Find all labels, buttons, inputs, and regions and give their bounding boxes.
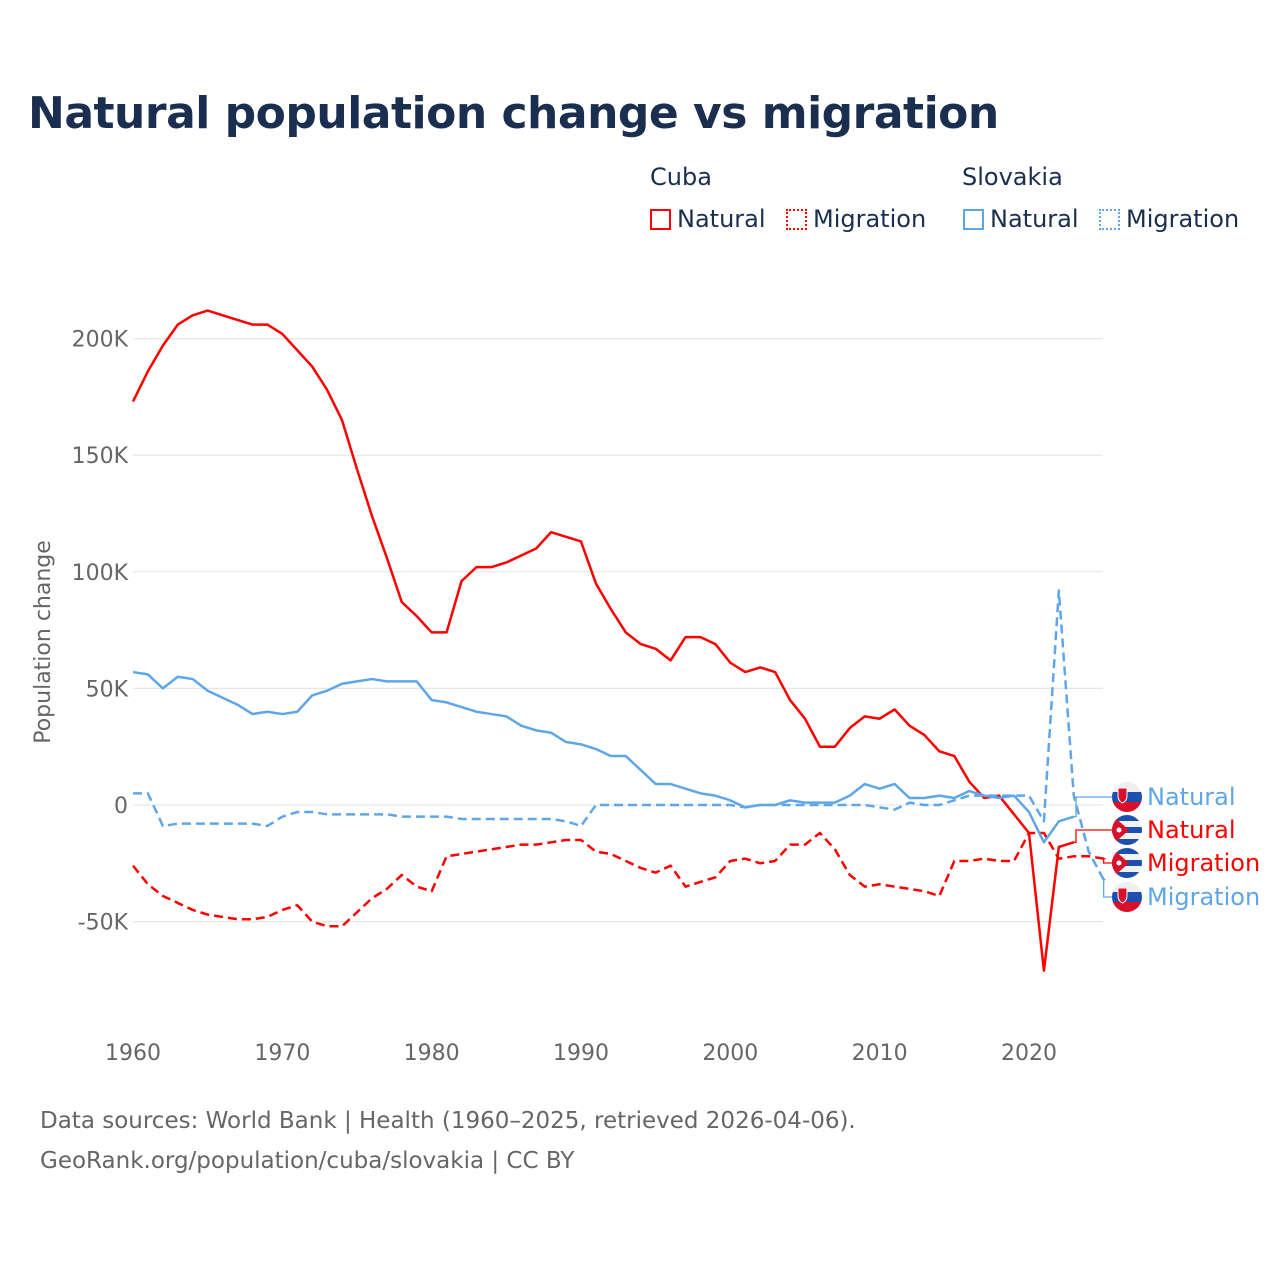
y-tick-label: -50K: [78, 911, 129, 936]
flag-stripe: [1112, 902, 1142, 912]
y-axis-label: Population change: [31, 540, 56, 744]
legend-group-slovakia: Slovakia: [962, 163, 1063, 191]
flag-stripe: [1112, 833, 1142, 839]
x-tick-label: 1970: [254, 1041, 310, 1066]
flag-stripe: [1112, 782, 1142, 792]
x-tick-label: 2020: [1001, 1041, 1057, 1066]
legend-slovakia-migration[interactable]: Migration: [1099, 205, 1239, 233]
y-tick-label: 50K: [86, 677, 129, 702]
x-tick-label: 1980: [404, 1041, 460, 1066]
legend-group-cuba: Cuba: [650, 163, 712, 191]
end-label: Natural: [1147, 816, 1236, 844]
flag-body: [1112, 815, 1142, 845]
label-connector: [1102, 878, 1112, 898]
y-tick-label: 150K: [72, 444, 129, 469]
series-line-cuba-natural: [131, 309, 1075, 972]
y-tick-label: 0: [114, 794, 128, 819]
series-line-slovakia-natural: [132, 670, 1075, 844]
footer-sources: Data sources: World Bank | Health (1960–…: [40, 1108, 856, 1134]
flag-stripe: [1112, 854, 1142, 860]
legend-label: Migration: [1126, 205, 1240, 233]
footer-link[interactable]: GeoRank.org/population/cuba/slovakia | C…: [40, 1148, 575, 1174]
legend-label: Natural: [677, 205, 766, 233]
x-tick-label: 1990: [553, 1041, 609, 1066]
label-connector: [1073, 796, 1112, 818]
end-label: Migration: [1147, 883, 1260, 911]
slovakia-flag-icon: [1112, 882, 1142, 912]
flag-shield: [1117, 887, 1128, 904]
legend-label: Natural: [990, 205, 1079, 233]
flag-stripe: [1112, 821, 1142, 827]
flag-shield: [1117, 787, 1128, 804]
cuba-flag-icon: [1112, 848, 1142, 878]
flag-stripe: [1112, 882, 1142, 892]
label-connector: [1102, 857, 1112, 864]
flag-body: [1112, 782, 1142, 812]
x-tick-label: 1960: [105, 1041, 161, 1066]
flag-star: [1116, 827, 1122, 833]
flag-body: [1112, 848, 1142, 878]
flag-stripe: [1112, 839, 1142, 845]
flag-stripe: [1112, 802, 1142, 812]
legend-swatch-solid: [963, 208, 984, 230]
slovakia-flag-icon: [1112, 782, 1142, 812]
label-connector: [1073, 829, 1112, 843]
series-line-slovakia-migration: [133, 589, 1105, 881]
series-line-cuba-migration: [132, 831, 1104, 928]
flag-stripe: [1112, 815, 1142, 821]
chart-title: Natural population change vs migration: [28, 88, 999, 139]
legend-swatch-dotted: [786, 208, 807, 230]
flag-body: [1112, 882, 1142, 912]
x-tick-label: 2010: [852, 1041, 908, 1066]
y-tick-label: 200K: [72, 328, 129, 353]
y-tick-label: 100K: [72, 561, 129, 586]
legend-cuba-migration[interactable]: Migration: [786, 205, 926, 233]
legend-swatch-solid: [650, 208, 671, 230]
legend-swatch-dotted: [1099, 208, 1120, 230]
legend-slovakia-natural[interactable]: Natural: [963, 205, 1079, 233]
end-label: Migration: [1147, 849, 1260, 877]
flag-stripe: [1112, 866, 1142, 872]
flag-star: [1116, 860, 1122, 866]
end-label: Natural: [1147, 783, 1236, 811]
flag-stripe: [1112, 848, 1142, 854]
x-tick-label: 2000: [702, 1041, 758, 1066]
legend-label: Migration: [813, 205, 927, 233]
legend-cuba-natural[interactable]: Natural: [650, 205, 766, 233]
flag-stripe: [1112, 872, 1142, 878]
cuba-flag-icon: [1112, 815, 1142, 845]
